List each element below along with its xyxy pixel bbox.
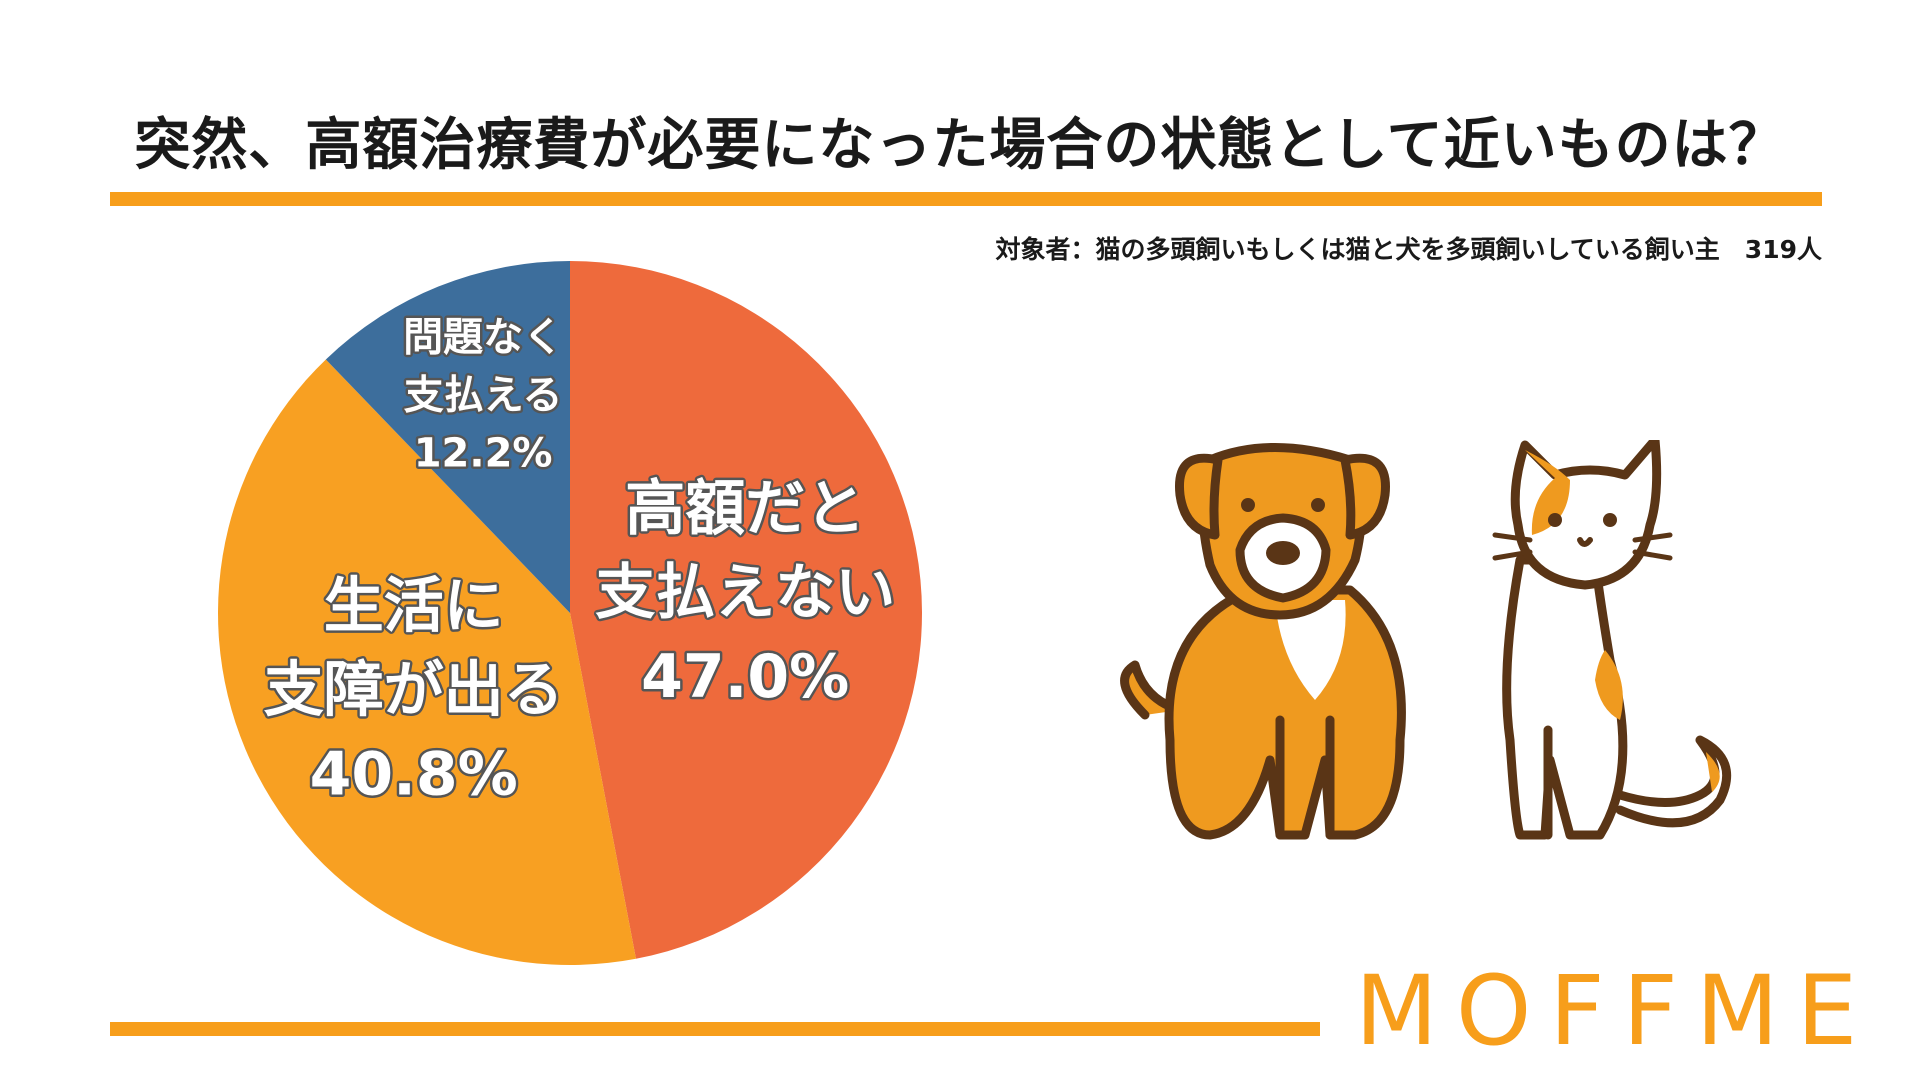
slice-category-label: 問題なく [403,315,563,361]
pets-illustration [1120,440,1732,840]
cat-icon [1492,440,1732,840]
slice-category-label: 支障が出る [264,655,564,725]
dog-icon [1120,443,1406,840]
title-underline [110,192,1822,206]
pie-slice [325,261,570,613]
pie-slices [217,261,923,966]
slice-category-label: 支払える [404,373,563,419]
pie-slice [570,261,923,959]
survey-target-note: 対象者：猫の多頭飼いもしくは猫と犬を多頭飼いしている飼い主 319人 [995,235,1822,264]
brand-logo: MOFFME [1355,955,1876,1067]
slice-value-label: 40.8% [310,739,518,809]
slice-value-label: 12.2% [414,431,553,477]
slice-category-label: 生活に [324,571,504,641]
bottom-rule [110,1022,1320,1036]
slice-value-label: 47.0% [641,642,849,712]
slice-category-label: 高額だと [625,474,865,544]
slice-category-label: 支払えない [595,558,895,628]
pie-slice [217,359,636,966]
chart-title: 突然、高額治療費が必要になった場合の状態として近いものは？ [134,113,1786,178]
